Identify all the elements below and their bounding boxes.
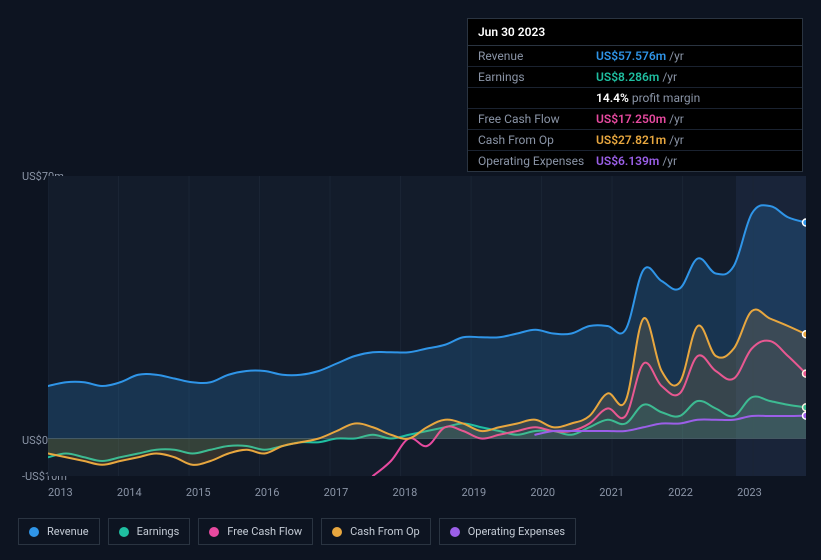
legend-label: Free Cash Flow	[227, 525, 302, 538]
legend-swatch	[450, 527, 460, 537]
tooltip-date: Jun 30 2023	[468, 19, 802, 46]
legend-label: Cash From Op	[350, 525, 420, 538]
tooltip-metric-label: Free Cash Flow	[478, 112, 596, 126]
line-chart	[48, 176, 806, 476]
tooltip-suffix: /yr	[662, 70, 677, 84]
tooltip-suffix: /yr	[669, 112, 684, 126]
data-tooltip: Jun 30 2023 RevenueUS$57.576m/yrEarnings…	[467, 18, 803, 172]
x-axis-tick: 2022	[668, 486, 737, 499]
tooltip-metric-label: Revenue	[478, 49, 596, 63]
tooltip-row: Cash From OpUS$27.821m/yr	[468, 130, 802, 151]
legend-item[interactable]: Cash From Op	[321, 518, 431, 545]
tooltip-metric-label: Operating Expenses	[478, 154, 596, 168]
tooltip-metric-value: US$8.286m	[596, 70, 659, 84]
x-axis-labels: 2013201420152016201720182019202020212022…	[48, 486, 806, 499]
x-axis-tick: 2017	[324, 486, 393, 499]
tooltip-metric-value: US$17.250m	[596, 112, 666, 126]
x-axis-tick: 2018	[393, 486, 462, 499]
tooltip-row: EarningsUS$8.286m/yr	[468, 67, 802, 88]
tooltip-row: Operating ExpensesUS$6.139m/yr	[468, 151, 802, 171]
tooltip-metric-value: US$57.576m	[596, 49, 666, 63]
tooltip-metric-label: Earnings	[478, 70, 596, 84]
legend-item[interactable]: Earnings	[108, 518, 191, 545]
legend-label: Revenue	[47, 525, 89, 538]
x-axis-tick: 2020	[530, 486, 599, 499]
legend-swatch	[332, 527, 342, 537]
tooltip-suffix: /yr	[669, 49, 684, 63]
legend: Revenue Earnings Free Cash Flow Cash From O…	[18, 518, 576, 545]
legend-item[interactable]: Operating Expenses	[439, 518, 576, 545]
x-axis-tick: 2023	[737, 486, 806, 499]
x-axis-tick: 2015	[186, 486, 255, 499]
tooltip-row: RevenueUS$57.576m/yr	[468, 46, 802, 67]
tooltip-row: Free Cash FlowUS$17.250m/yr	[468, 109, 802, 130]
legend-item[interactable]: Free Cash Flow	[198, 518, 313, 545]
x-axis-tick: 2014	[117, 486, 186, 499]
tooltip-rows: RevenueUS$57.576m/yrEarningsUS$8.286m/yr…	[468, 46, 802, 171]
tooltip-suffix: /yr	[669, 133, 684, 147]
tooltip-profit-margin: 14.4% profit margin	[468, 88, 802, 109]
tooltip-metric-label: Cash From Op	[478, 133, 596, 147]
legend-label: Operating Expenses	[468, 525, 565, 538]
legend-item[interactable]: Revenue	[18, 518, 100, 545]
y-axis-tick: US$0	[22, 434, 48, 447]
tooltip-metric-value: US$6.139m	[596, 154, 659, 168]
x-axis-tick: 2019	[461, 486, 530, 499]
tooltip-metric-value: US$27.821m	[596, 133, 666, 147]
x-axis-tick: 2016	[255, 486, 324, 499]
x-axis-tick: 2013	[48, 486, 117, 499]
legend-swatch	[119, 527, 129, 537]
legend-swatch	[29, 527, 39, 537]
tooltip-suffix: /yr	[662, 154, 677, 168]
x-axis-tick: 2021	[599, 486, 668, 499]
legend-swatch	[209, 527, 219, 537]
legend-label: Earnings	[137, 525, 180, 538]
